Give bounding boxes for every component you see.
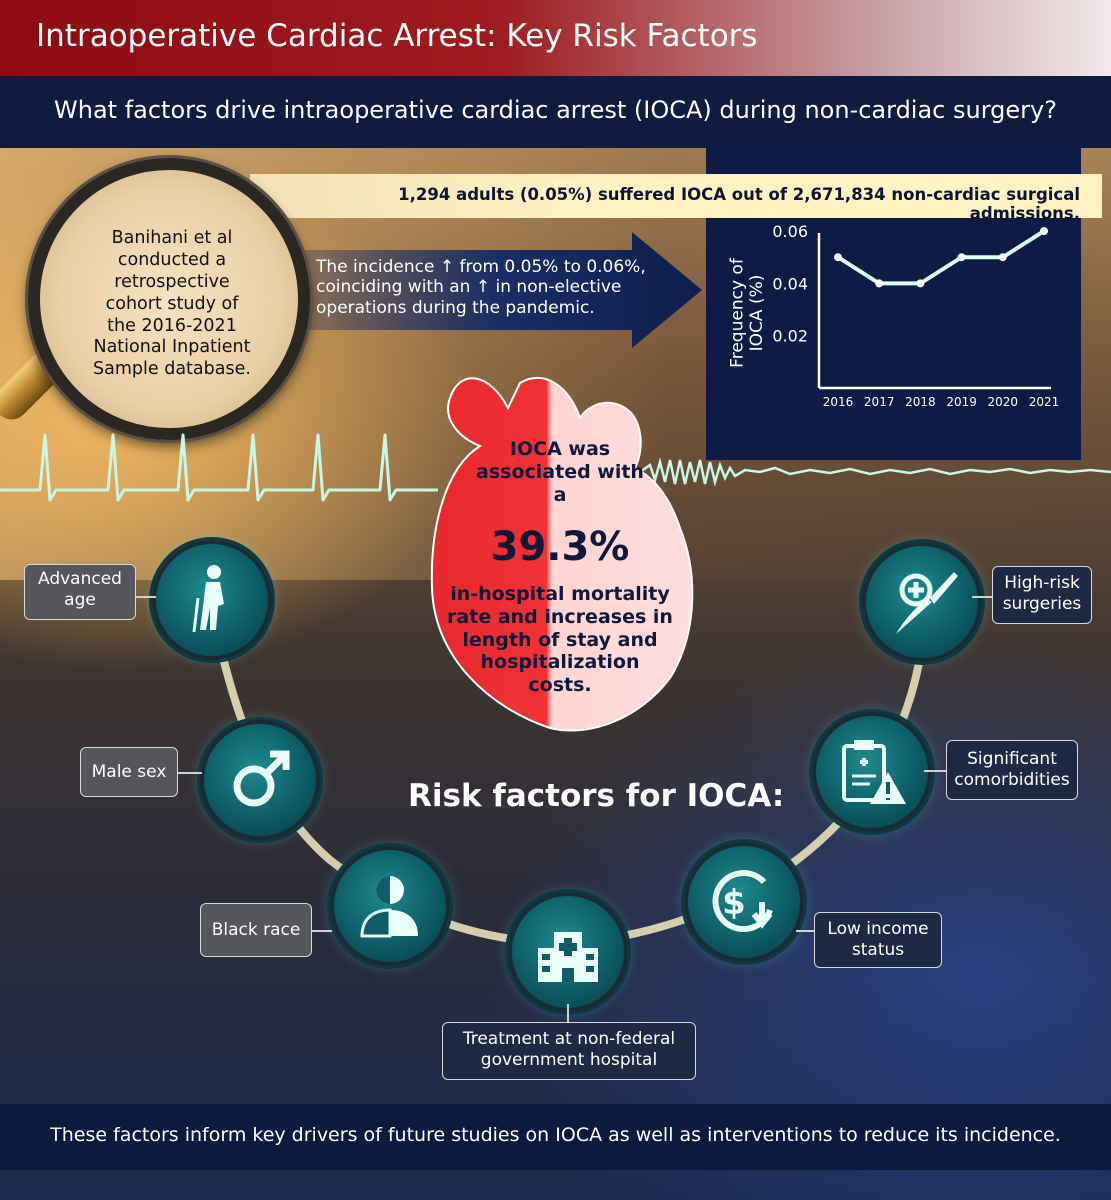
mortality-rate: 39.3% — [490, 524, 630, 571]
x-tick-label: 2019 — [946, 395, 977, 409]
high-risk-surgery-circle — [862, 542, 982, 662]
trend-arrow — [292, 232, 702, 348]
ecg-line — [0, 433, 1111, 502]
stat-banner: 1,294 adults (0.05%) suffered IOCA out o… — [250, 174, 1102, 223]
svg-text:$: $ — [722, 883, 746, 923]
connector — [796, 930, 814, 932]
x-tick-label: 2016 — [823, 395, 854, 409]
black-race-circle — [330, 846, 450, 966]
dollar-down-icon: $ — [712, 870, 773, 933]
heart-top-text: IOCA was associated with a — [476, 438, 644, 506]
question-text: What factors drive intraoperative cardia… — [54, 96, 1057, 124]
connector — [567, 1004, 569, 1022]
heart-bottom-text: in-hospital mortality rate and increases… — [447, 583, 673, 697]
risk-label-advanced-age: Advanced age — [24, 564, 136, 620]
race-person-icon — [360, 876, 418, 938]
scalpel-icon — [896, 572, 958, 634]
footer-bar: These factors inform key drivers of futu… — [0, 1104, 1111, 1170]
x-tick-label: 2017 — [864, 395, 895, 409]
risk-label-high-risk-surgeries: High-risk surgeries — [992, 566, 1092, 624]
risk-label-low-income: Low income status — [814, 912, 942, 968]
data-point — [1040, 227, 1048, 236]
male-sex-circle — [200, 720, 320, 840]
title-bar: Intraoperative Cardiac Arrest: Key Risk … — [0, 0, 1111, 76]
low-income-circle: $ — [684, 842, 804, 962]
risk-label-black-race: Black race — [200, 903, 312, 957]
connector — [312, 930, 332, 932]
page-title: Intraoperative Cardiac Arrest: Key Risk … — [36, 18, 758, 54]
x-tick-label: 2018 — [905, 395, 936, 409]
risk-label-hospital: Treatment at non-federal government hosp… — [442, 1022, 696, 1080]
x-tick-label: 2020 — [988, 395, 1019, 409]
y-tick-label: 0.04 — [772, 274, 808, 293]
connector — [178, 772, 202, 774]
stat-banner-text: 1,294 adults (0.05%) suffered IOCA out o… — [398, 185, 1080, 223]
comorbidities-circle — [812, 712, 932, 832]
y-tick-label: 0.06 — [772, 222, 808, 241]
data-point — [957, 253, 966, 262]
risk-factors-title: Risk factors for IOCA: — [408, 778, 785, 814]
connector — [136, 596, 156, 598]
elderly-person-icon — [192, 565, 224, 633]
male-symbol-icon — [233, 750, 290, 807]
data-point — [998, 253, 1007, 262]
hospital-icon — [538, 932, 598, 982]
advanced-age-circle — [152, 540, 272, 660]
risk-label-male-sex: Male sex — [80, 747, 178, 797]
question-bar: What factors drive intraoperative cardia… — [0, 76, 1111, 148]
incidence-line-chart: Frequency ofIOCA (%) 0.06 0.04 0.02 2016 201… — [728, 222, 1060, 409]
heart-stats: IOCA was associated with a 39.3% in-hosp… — [447, 438, 673, 696]
series-line — [836, 229, 1046, 286]
connector — [972, 596, 992, 598]
data-point — [834, 253, 842, 262]
heart-icon — [430, 377, 694, 732]
connector — [924, 770, 946, 772]
hospital-circle — [508, 892, 628, 1012]
risk-label-comorbidities: Significant comorbidities — [946, 740, 1078, 800]
clipboard-warning-icon — [842, 740, 906, 804]
y-tick-label: 0.02 — [772, 327, 808, 346]
footer-text: These factors inform key drivers of futu… — [50, 1124, 1061, 1146]
y-axis-label: Frequency ofIOCA (%) — [728, 257, 768, 368]
study-note: Banihani et al conducted a retrospective… — [93, 228, 251, 380]
data-point — [916, 279, 925, 288]
x-tick-label: 2021 — [1029, 395, 1060, 409]
data-point — [875, 279, 884, 288]
trend-note: The incidence ↑ from 0.05% to 0.06%, coi… — [316, 257, 646, 318]
